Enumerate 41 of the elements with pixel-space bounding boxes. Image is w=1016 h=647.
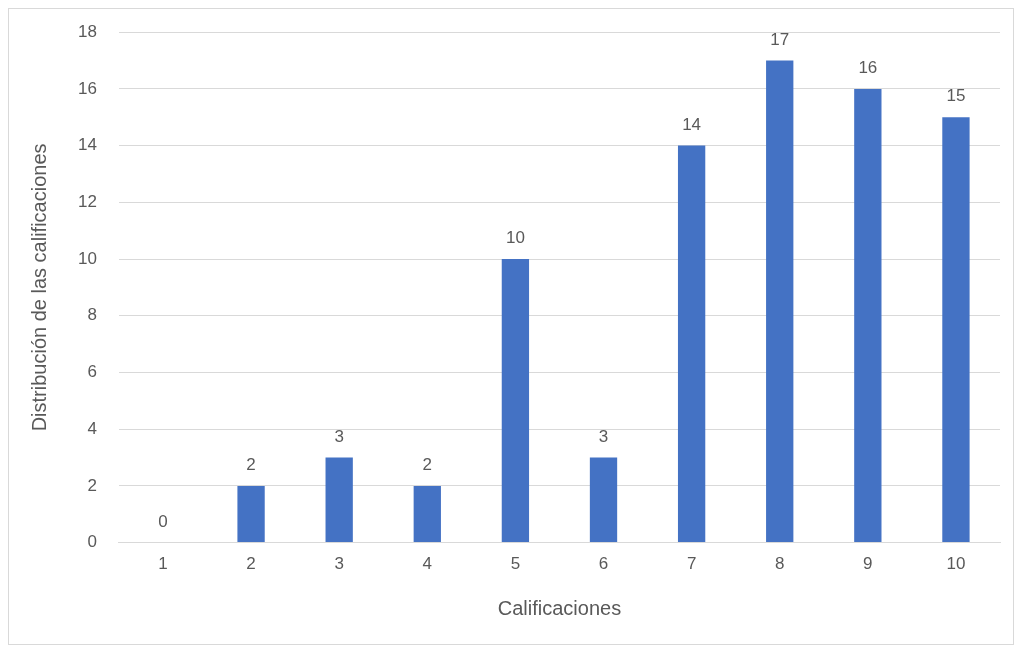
data-label: 16: [858, 58, 878, 78]
bar: [413, 485, 441, 543]
data-label: 3: [598, 426, 609, 446]
bar: [766, 60, 794, 543]
data-label: 0: [158, 511, 168, 531]
x-tick-label: 10: [946, 554, 966, 574]
y-tick-label: 2: [87, 475, 97, 495]
bar: [325, 457, 353, 543]
y-axis-title: Distribución de las calificaciones: [27, 143, 50, 432]
data-label: 15: [946, 86, 966, 106]
y-tick-label: 0: [87, 532, 97, 552]
bar: [501, 259, 530, 543]
bar: [854, 88, 882, 543]
x-tick-label: 5: [510, 554, 521, 574]
data-label: 2: [422, 455, 433, 475]
y-tick-label: 6: [87, 362, 97, 382]
x-tick-label: 8: [774, 554, 785, 574]
data-label: 10: [505, 228, 525, 248]
y-tick-label: 18: [77, 21, 97, 41]
data-label: 17: [770, 29, 790, 49]
bar: [237, 485, 265, 543]
y-tick-label: 8: [87, 305, 97, 325]
bar: [589, 457, 618, 543]
data-label: 14: [682, 114, 702, 134]
y-tick-label: 12: [77, 192, 97, 212]
x-tick-label: 6: [598, 554, 609, 574]
data-label: 2: [246, 455, 256, 475]
x-tick-label: 9: [863, 554, 873, 574]
bar: [942, 117, 970, 543]
bar: [677, 145, 706, 543]
x-tick-label: 1: [158, 554, 168, 574]
data-label: 3: [334, 426, 344, 446]
x-axis-title: Calificaciones: [497, 596, 622, 619]
x-tick-label: 2: [246, 554, 256, 574]
y-tick-label: 14: [77, 135, 97, 155]
x-tick-label: 3: [334, 554, 344, 574]
y-tick-label: 16: [77, 78, 97, 98]
y-tick-label: 10: [77, 248, 97, 268]
x-tick-label: 4: [422, 554, 433, 574]
x-tick-label: 7: [686, 554, 697, 574]
y-tick-label: 4: [87, 418, 97, 438]
